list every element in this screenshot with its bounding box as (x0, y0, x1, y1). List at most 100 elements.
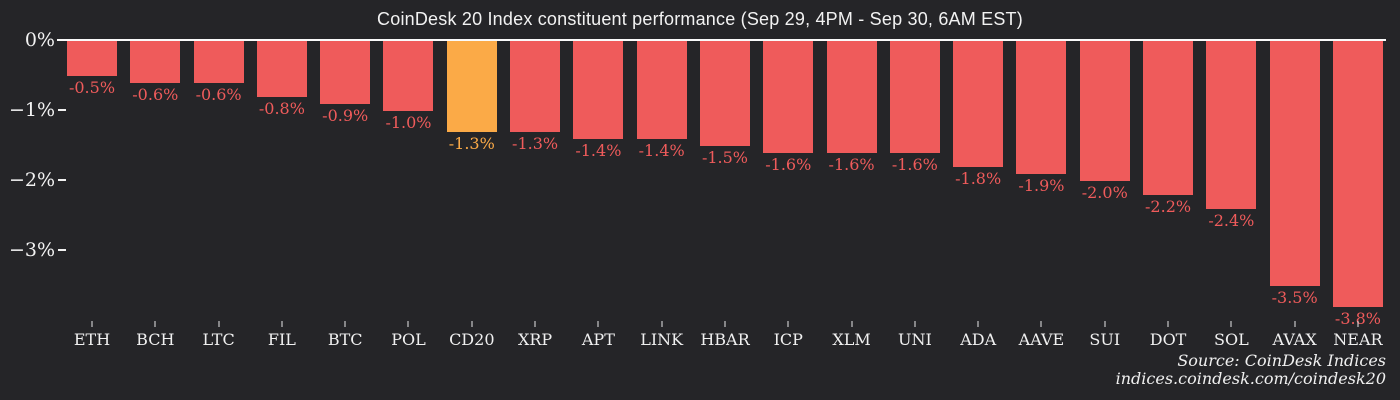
x-tick-mark (1040, 321, 1042, 327)
x-tick-mark (281, 321, 283, 327)
source-line: Source: CoinDesk Indices (1177, 351, 1386, 370)
x-tick-mark (154, 321, 156, 327)
x-slot: BCH (130, 321, 180, 351)
x-slot: FIL (257, 321, 307, 351)
x-tick-label: BTC (327, 330, 363, 349)
x-tick-mark (1167, 321, 1169, 327)
bar (699, 41, 750, 146)
x-slot: LTC (194, 321, 244, 351)
x-tick-mark (597, 321, 599, 327)
x-slot: LINK (637, 321, 687, 351)
bar (320, 41, 371, 104)
bar-value-label: -0.5% (68, 78, 116, 97)
x-slot: APT (573, 321, 623, 351)
x-axis: ETH BCH LTC FIL BTC POL CD20 XRP APT LINK HBAR ICP X… (67, 321, 1383, 351)
x-tick-mark (914, 321, 916, 327)
bar-value-label: -0.6% (132, 85, 179, 104)
bar (573, 41, 624, 139)
x-tick-mark (407, 321, 409, 327)
bar-value-label: -0.9% (322, 106, 369, 125)
bar (1016, 41, 1067, 174)
x-slot: AAVE (1016, 321, 1066, 351)
bar-slot: -1.6% (889, 41, 940, 174)
x-tick-label: LINK (640, 330, 684, 349)
bar-value-label: -1.4% (575, 141, 622, 160)
x-tick-mark (534, 321, 536, 327)
bar-slot: -1.6% (826, 41, 877, 174)
bar-value-label: -1.3% (448, 134, 495, 153)
x-tick-mark (1294, 321, 1296, 327)
bar-slot: -0.5% (67, 41, 117, 97)
x-tick-label: SOL (1213, 330, 1249, 349)
x-slot: POL (383, 321, 433, 351)
bar-slot: -1.4% (636, 41, 687, 160)
x-tick-label: ADA (960, 330, 997, 349)
y-tick-mark (58, 249, 66, 251)
bar-slot: -3.8% (1332, 41, 1383, 328)
bar (1332, 41, 1383, 307)
x-tick-label: FIL (267, 330, 296, 349)
y-tick-mark (58, 179, 66, 181)
x-tick-mark (851, 321, 853, 327)
bar (510, 41, 561, 132)
zero-baseline (57, 39, 1386, 41)
x-slot: UNI (890, 321, 940, 351)
bar-slot: -1.5% (699, 41, 750, 167)
x-tick-mark (471, 321, 473, 327)
x-tick-label: AAVE (1018, 330, 1065, 349)
bar-value-label: -1.6% (765, 155, 812, 174)
x-tick-label: APT (581, 330, 615, 349)
x-slot: NEAR (1333, 321, 1383, 351)
x-slot: DOT (1143, 321, 1193, 351)
bar-value-label: -2.2% (1145, 197, 1192, 216)
x-tick-label: LTC (202, 330, 235, 349)
bar-slot: -1.3% (510, 41, 561, 153)
x-tick-label: BCH (136, 330, 175, 349)
x-tick-label: XLM (832, 330, 871, 349)
x-tick-mark (218, 321, 220, 327)
x-tick-label: ETH (73, 330, 111, 349)
y-tick-label: 0% (24, 29, 55, 51)
bar (383, 41, 434, 111)
x-slot: XRP (510, 321, 560, 351)
bar-value-label: -1.5% (701, 148, 748, 167)
x-tick-label: POL (391, 330, 426, 349)
bar-value-label: -1.9% (1018, 176, 1065, 195)
x-tick-mark (344, 321, 346, 327)
x-tick-label: XRP (517, 330, 553, 349)
bar-value-label: -0.6% (195, 85, 242, 104)
bar-value-label: -1.8% (955, 169, 1002, 188)
bar-slot: -2.2% (1143, 41, 1194, 216)
bar-value-label: -1.3% (512, 134, 559, 153)
x-tick-label: HBAR (700, 330, 750, 349)
bars: -0.5% -0.6% -0.6% -0.8% -0.9% -1.0% -1.3% -1.3%… (67, 41, 1383, 328)
bar-value-label: -2.4% (1208, 211, 1255, 230)
x-slot: ETH (67, 321, 117, 351)
x-tick-label: CD20 (449, 330, 495, 349)
bar-value-label: -1.6% (891, 155, 938, 174)
source-line: indices.coindesk.com/coindesk20 (1115, 369, 1386, 388)
bar-value-label: -0.8% (258, 99, 305, 118)
y-tick-label: −1% (8, 99, 55, 121)
bar-slot: -0.9% (320, 41, 371, 125)
x-slot: CD20 (447, 321, 497, 351)
x-slot: XLM (827, 321, 877, 351)
x-tick-mark (977, 321, 979, 327)
x-slot: HBAR (700, 321, 750, 351)
x-slot: BTC (320, 321, 370, 351)
x-tick-mark (1357, 321, 1359, 327)
x-slot: ADA (953, 321, 1003, 351)
x-tick-label: NEAR (1333, 330, 1383, 349)
x-tick-label: UNI (897, 330, 932, 349)
bar (256, 41, 307, 97)
x-slot: ICP (763, 321, 813, 351)
x-tick-mark (724, 321, 726, 327)
bar (763, 41, 814, 153)
x-tick-mark (661, 321, 663, 327)
x-slot: SUI (1080, 321, 1130, 351)
bar (193, 41, 244, 83)
bar-value-label: -3.5% (1271, 288, 1318, 307)
bar (636, 41, 687, 139)
x-slot: SOL (1206, 321, 1256, 351)
